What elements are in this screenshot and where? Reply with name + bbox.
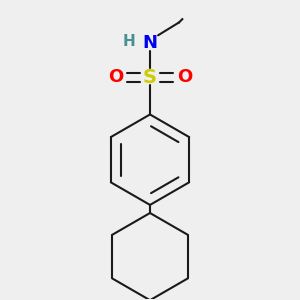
Text: O: O (177, 68, 192, 86)
Text: N: N (142, 34, 158, 52)
Text: O: O (108, 68, 123, 86)
Text: S: S (143, 68, 157, 87)
Text: H: H (123, 34, 135, 49)
